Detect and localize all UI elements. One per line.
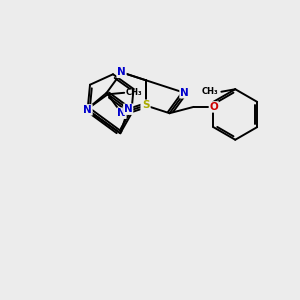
Text: CH₃: CH₃ [202, 87, 218, 96]
Text: N: N [83, 105, 92, 115]
Text: N: N [180, 88, 189, 98]
Text: S: S [142, 100, 149, 110]
Text: N: N [141, 100, 150, 110]
Text: N: N [117, 108, 126, 118]
Text: N: N [124, 104, 133, 114]
Text: N: N [117, 67, 126, 77]
Text: O: O [209, 102, 218, 112]
Text: CH₃: CH₃ [126, 88, 142, 97]
